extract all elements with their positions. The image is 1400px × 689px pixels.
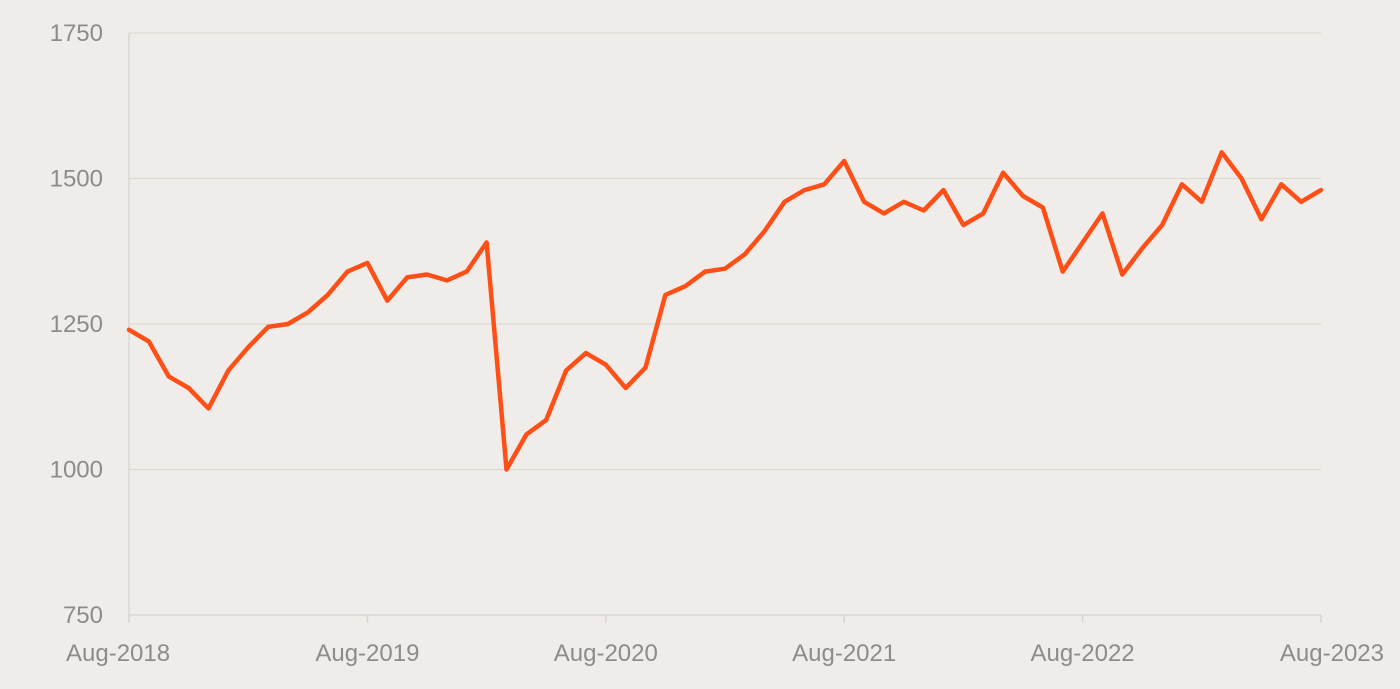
y-tick-label: 1250 [50,311,103,338]
y-tick-label: 1500 [50,166,103,193]
y-tick-label: 750 [63,602,103,629]
x-tick-labels: Aug-2018 Aug-2019 Aug-2020 Aug-2021 Aug-2022… [66,640,1384,667]
x-tick-label: Aug-2021 [792,640,896,667]
y-tick-label: 1000 [50,457,103,484]
y-tick-labels: 750 1000 1250 1500 1750 [50,20,103,629]
x-tick-label: Aug-2023 [1280,640,1384,667]
gridlines [129,32,1321,471]
x-ticks [128,615,1322,623]
x-tick-label: Aug-2018 [66,640,170,667]
y-tick-label: 1750 [50,20,103,47]
series-line [126,150,1324,472]
x-tick-label: Aug-2022 [1031,640,1135,667]
x-tick-label: Aug-2020 [554,640,658,667]
x-tick-label: Aug-2019 [315,640,419,667]
